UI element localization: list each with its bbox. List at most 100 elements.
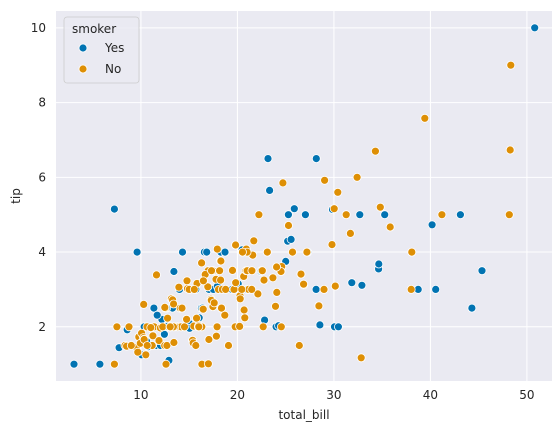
- data-point: [333, 322, 343, 332]
- y-tick-label: 4: [38, 245, 46, 259]
- data-point: [169, 299, 179, 309]
- data-point: [289, 204, 299, 214]
- data-point: [311, 284, 321, 294]
- data-point: [294, 341, 304, 350]
- data-point: [228, 265, 237, 275]
- data-point: [370, 146, 380, 156]
- data-point: [216, 275, 226, 285]
- data-point: [276, 322, 286, 332]
- x-tick-label: 50: [519, 388, 534, 402]
- data-point: [149, 303, 159, 313]
- data-point: [254, 210, 264, 220]
- data-point: [221, 284, 231, 294]
- data-point: [191, 341, 201, 350]
- data-point: [302, 247, 312, 257]
- data-point: [110, 359, 119, 369]
- data-point: [177, 303, 187, 313]
- data-point: [278, 178, 288, 188]
- data-point: [132, 247, 142, 257]
- legend-marker-yes: [78, 43, 88, 53]
- data-point: [161, 359, 171, 369]
- data-point: [192, 313, 202, 323]
- y-tick-label: 6: [38, 170, 46, 184]
- data-point: [152, 310, 162, 320]
- x-tick-label: 30: [326, 388, 341, 402]
- data-point: [198, 276, 208, 286]
- data-point: [216, 256, 226, 266]
- legend-marker-no: [78, 64, 88, 74]
- data-point: [69, 359, 79, 369]
- data-point: [126, 341, 136, 350]
- data-point: [341, 210, 351, 220]
- data-point: [180, 322, 189, 332]
- data-point: [263, 154, 273, 164]
- data-point: [211, 331, 221, 341]
- data-point: [506, 60, 516, 70]
- data-point: [420, 113, 430, 123]
- data-point: [262, 247, 272, 257]
- x-tick-label: 10: [133, 388, 148, 402]
- data-point: [333, 187, 343, 197]
- data-point: [224, 341, 233, 350]
- data-point: [240, 313, 250, 323]
- data-point: [272, 262, 282, 272]
- data-point: [467, 303, 477, 313]
- data-point: [380, 210, 390, 220]
- data-point: [209, 298, 219, 308]
- data-point: [231, 240, 241, 250]
- data-point: [455, 210, 465, 220]
- y-axis-ticks: 2 4 6 8 10: [31, 21, 46, 334]
- data-point: [247, 284, 257, 294]
- data-point: [504, 210, 514, 220]
- data-point: [174, 282, 184, 292]
- y-tick-label: 10: [31, 21, 46, 35]
- data-point: [249, 236, 259, 246]
- series-no-points: [110, 60, 516, 369]
- data-point: [207, 266, 216, 276]
- data-point: [139, 299, 149, 309]
- data-point: [347, 278, 357, 288]
- legend-label-yes: Yes: [104, 41, 124, 55]
- x-tick-label: 40: [423, 388, 438, 402]
- data-point: [258, 322, 268, 332]
- data-point: [385, 222, 395, 232]
- data-point: [112, 322, 122, 332]
- data-point: [163, 313, 173, 323]
- data-point: [95, 359, 105, 369]
- data-point: [259, 275, 269, 285]
- y-tick-label: 8: [38, 96, 46, 110]
- data-point: [146, 323, 156, 333]
- data-point: [286, 234, 296, 244]
- data-point: [237, 284, 247, 294]
- data-point: [169, 338, 179, 347]
- data-point: [327, 240, 337, 250]
- data-point: [407, 247, 417, 257]
- data-point: [299, 279, 309, 289]
- data-point: [160, 302, 170, 312]
- data-point: [283, 210, 293, 220]
- data-point: [215, 266, 225, 276]
- data-point: [212, 244, 222, 254]
- data-point: [239, 305, 249, 315]
- data-point: [300, 210, 310, 220]
- data-point: [220, 247, 230, 257]
- data-point: [271, 301, 280, 311]
- data-point: [141, 350, 151, 360]
- data-point: [169, 267, 179, 276]
- data-point: [247, 266, 257, 276]
- data-point: [203, 282, 213, 292]
- data-point: [212, 322, 222, 332]
- data-point: [330, 281, 340, 291]
- legend: smoker Yes No: [63, 16, 140, 84]
- data-point: [311, 154, 321, 164]
- data-point: [355, 210, 365, 220]
- data-point: [165, 322, 175, 332]
- data-point: [406, 284, 416, 294]
- data-point: [182, 276, 192, 286]
- data-point: [319, 284, 329, 294]
- data-point: [231, 278, 241, 288]
- data-point: [178, 247, 187, 257]
- y-tick-label: 2: [38, 320, 46, 334]
- data-point: [284, 221, 293, 230]
- data-point: [124, 322, 134, 332]
